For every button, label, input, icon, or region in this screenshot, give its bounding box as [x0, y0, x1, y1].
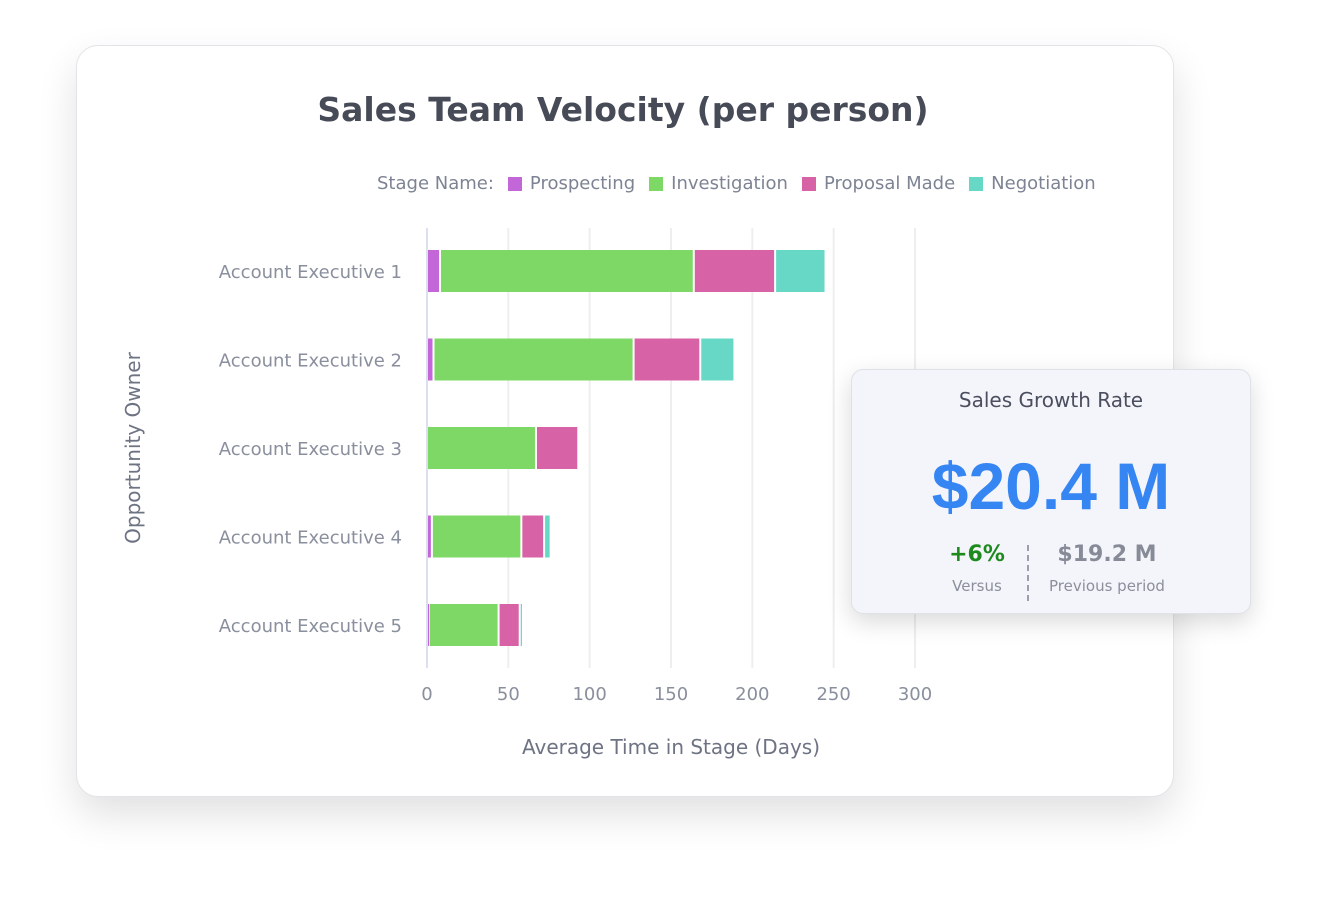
bar-segment-negotiation — [776, 250, 825, 292]
kpi-previous-label: Previous period — [1049, 577, 1165, 595]
legend-swatch — [969, 176, 984, 191]
x-tick-label: 0 — [421, 684, 432, 705]
bar-segment-prospecting — [428, 604, 429, 646]
x-axis-label: Average Time in Stage (Days) — [522, 735, 820, 759]
y-tick-label: Account Executive 1 — [219, 262, 402, 283]
legend-swatch — [507, 176, 522, 191]
bar-segment-negotiation — [545, 515, 550, 558]
legend-label: Investigation — [671, 173, 788, 194]
y-axis-label: Opportunity Owner — [121, 351, 145, 543]
bar-segment-proposal-made — [694, 250, 775, 292]
bar-segment-prospecting — [428, 515, 431, 558]
bar-segment-proposal-made — [634, 338, 700, 381]
legend-item[interactable]: Prospecting — [507, 173, 636, 194]
kpi-previous: $19.2 M — [1057, 542, 1157, 567]
x-tick-label: 50 — [497, 684, 520, 705]
bar-segment-investigation — [432, 515, 521, 558]
y-tick-label: Account Executive 2 — [219, 351, 402, 372]
kpi-change: +6% — [949, 542, 1005, 567]
divider — [1027, 545, 1029, 601]
legend-item[interactable]: Negotiation — [969, 173, 1096, 194]
x-tick-label: 300 — [898, 684, 932, 705]
legend: Stage Name: Prospecting Investigation Prop… — [377, 173, 1096, 194]
bar-segment-investigation — [434, 338, 633, 381]
legend-title: Stage Name: — [377, 173, 494, 194]
x-tick-label: 250 — [816, 684, 850, 705]
kpi-card: Sales Growth Rate $20.4 M +6% Versus $19… — [851, 369, 1251, 614]
bar-segment-proposal-made — [522, 515, 544, 558]
x-tick-label: 150 — [654, 684, 688, 705]
x-tick-label: 100 — [572, 684, 606, 705]
bar-segment-prospecting — [428, 338, 433, 381]
bar-segment-proposal-made — [499, 604, 519, 646]
chart-title: Sales Team Velocity (per person) — [317, 90, 929, 129]
bar-segment-negotiation — [520, 604, 522, 646]
legend-swatch — [801, 176, 816, 191]
bar-segment-investigation — [441, 250, 693, 292]
y-tick-label: Account Executive 4 — [219, 528, 402, 549]
legend-item[interactable]: Investigation — [649, 173, 788, 194]
bar-segment-investigation — [429, 604, 498, 646]
y-tick-label: Account Executive 5 — [219, 616, 402, 637]
legend-label: Prospecting — [529, 173, 636, 194]
bar-segment-proposal-made — [536, 427, 578, 469]
bar-segment-prospecting — [428, 250, 440, 292]
legend-label: Proposal Made — [823, 173, 956, 194]
bar-segment-negotiation — [701, 338, 734, 381]
kpi-change-label: Versus — [952, 577, 1002, 595]
legend-label: Negotiation — [991, 173, 1096, 194]
bar-segment-investigation — [428, 427, 535, 469]
kpi-value: $20.4 M — [931, 449, 1171, 523]
x-tick-label: 200 — [735, 684, 769, 705]
legend-swatch — [649, 176, 664, 191]
legend-item[interactable]: Proposal Made — [801, 173, 956, 194]
y-tick-label: Account Executive 3 — [219, 439, 402, 460]
kpi-title: Sales Growth Rate — [958, 388, 1144, 412]
